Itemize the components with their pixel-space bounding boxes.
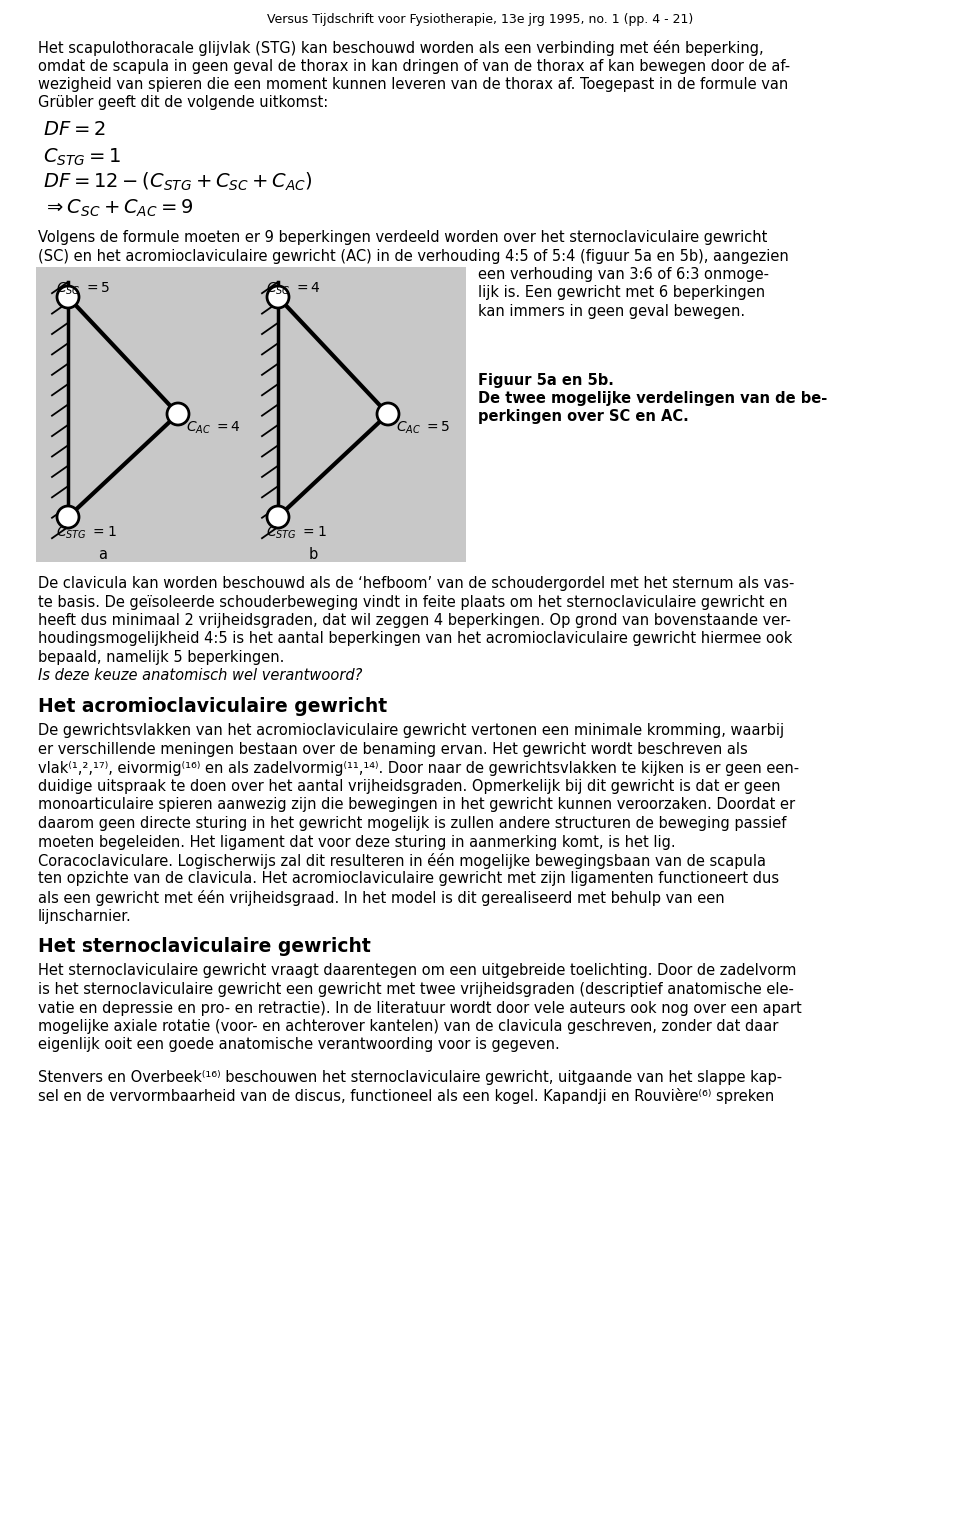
Text: Versus Tijdschrift voor Fysiotherapie, 13e jrg 1995, no. 1 (pp. 4 - 21): Versus Tijdschrift voor Fysiotherapie, 1…	[267, 14, 693, 26]
Circle shape	[57, 506, 79, 528]
Text: wezigheid van spieren die een moment kunnen leveren van de thorax af. Toegepast : wezigheid van spieren die een moment kun…	[38, 76, 788, 92]
Text: duidige uitspraak te doen over het aantal vrijheidsgraden. Opmerkelijk bij dit g: duidige uitspraak te doen over het aanta…	[38, 778, 780, 794]
Text: eigenlijk ooit een goede anatomische verantwoording voor is gegeven.: eigenlijk ooit een goede anatomische ver…	[38, 1038, 560, 1052]
Text: De gewrichtsvlakken van het acromioclaviculaire gewricht vertonen een minimale k: De gewrichtsvlakken van het acromioclavi…	[38, 723, 784, 739]
Circle shape	[57, 286, 79, 307]
Text: De twee mogelijke verdelingen van de be-: De twee mogelijke verdelingen van de be-	[478, 391, 828, 407]
Text: De clavicula kan worden beschouwd als de ‘hefboom’ van de schoudergordel met het: De clavicula kan worden beschouwd als de…	[38, 576, 794, 592]
Text: Het sternoclaviculaire gewricht: Het sternoclaviculaire gewricht	[38, 937, 371, 956]
Circle shape	[377, 404, 399, 425]
Text: monoarticulaire spieren aanwezig zijn die bewegingen in het gewricht kunnen vero: monoarticulaire spieren aanwezig zijn di…	[38, 798, 795, 812]
Text: $\mathit{DF} = 12 - \left(\mathit{C}_{\mathit{STG}} + \mathit{C}_{\mathit{SC}} +: $\mathit{DF} = 12 - \left(\mathit{C}_{\m…	[43, 171, 313, 193]
Text: omdat de scapula in geen geval de thorax in kan dringen of van de thorax af kan : omdat de scapula in geen geval de thorax…	[38, 58, 790, 73]
Text: (SC) en het acromioclaviculaire gewricht (AC) in de verhouding 4:5 of 5:4 (figuu: (SC) en het acromioclaviculaire gewricht…	[38, 249, 789, 263]
Text: lijnscharnier.: lijnscharnier.	[38, 908, 132, 924]
Text: lijk is. Een gewricht met 6 beperkingen: lijk is. Een gewricht met 6 beperkingen	[478, 286, 765, 301]
Text: moeten begeleiden. Het ligament dat voor deze sturing in aanmerking komt, is het: moeten begeleiden. Het ligament dat voor…	[38, 835, 676, 850]
Text: een verhouding van 3:6 of 6:3 onmoge-: een verhouding van 3:6 of 6:3 onmoge-	[478, 268, 769, 281]
Text: Grübler geeft dit de volgende uitkomst:: Grübler geeft dit de volgende uitkomst:	[38, 95, 328, 110]
Text: $C_{AC}$ $= 4$: $C_{AC}$ $= 4$	[186, 420, 241, 436]
Text: $C_{STG}$ $= 1$: $C_{STG}$ $= 1$	[56, 524, 117, 541]
Text: ten opzichte van de clavicula. Het acromioclaviculaire gewricht met zijn ligamen: ten opzichte van de clavicula. Het acrom…	[38, 872, 780, 887]
Bar	[36, 268, 466, 563]
Text: $C_{AC}$ $= 5$: $C_{AC}$ $= 5$	[396, 420, 450, 436]
Text: als een gewricht met één vrijheidsgraad. In het model is dit gerealiseerd met be: als een gewricht met één vrijheidsgraad.…	[38, 890, 725, 907]
Text: Is deze keuze anatomisch wel verantwoord?: Is deze keuze anatomisch wel verantwoord…	[38, 668, 362, 683]
Text: Figuur 5a en 5b.: Figuur 5a en 5b.	[478, 373, 613, 387]
Circle shape	[267, 286, 289, 307]
Text: heeft dus minimaal 2 vrijheidsgraden, dat wil zeggen 4 beperkingen. Op grond van: heeft dus minimaal 2 vrijheidsgraden, da…	[38, 613, 791, 628]
Text: $\mathit{C}_{\mathit{STG}} = 1$: $\mathit{C}_{\mathit{STG}} = 1$	[43, 147, 121, 168]
Text: a: a	[99, 547, 108, 563]
Text: $C_{SC}$ $= 4$: $C_{SC}$ $= 4$	[266, 281, 321, 298]
Text: Het acromioclaviculaire gewricht: Het acromioclaviculaire gewricht	[38, 697, 387, 716]
Text: houdingsmogelijkheid 4:5 is het aantal beperkingen van het acromioclaviculaire g: houdingsmogelijkheid 4:5 is het aantal b…	[38, 631, 792, 647]
Text: sel en de vervormbaarheid van de discus, functioneel als een kogel. Kapandji en : sel en de vervormbaarheid van de discus,…	[38, 1089, 775, 1104]
Text: bepaald, namelijk 5 beperkingen.: bepaald, namelijk 5 beperkingen.	[38, 650, 284, 665]
Text: $C_{SC}$ $= 5$: $C_{SC}$ $= 5$	[56, 281, 110, 298]
Text: $C_{STG}$ $= 1$: $C_{STG}$ $= 1$	[266, 524, 326, 541]
Circle shape	[267, 506, 289, 528]
Text: perkingen over SC en AC.: perkingen over SC en AC.	[478, 410, 688, 425]
Text: $\Rightarrow \mathit{C}_{\mathit{SC}} + \mathit{C}_{\mathit{AC}} = 9$: $\Rightarrow \mathit{C}_{\mathit{SC}} + …	[43, 197, 193, 219]
Text: Het scapulothoracale glijvlak (STG) kan beschouwd worden als een verbinding met : Het scapulothoracale glijvlak (STG) kan …	[38, 40, 763, 57]
Text: vlak⁽¹,²,¹⁷⁾, eivormig⁽¹⁶⁾ en als zadelvormig⁽¹¹,¹⁴⁾. Door naar de gewrichtsvlak: vlak⁽¹,²,¹⁷⁾, eivormig⁽¹⁶⁾ en als zadelv…	[38, 760, 799, 775]
Text: Het sternoclaviculaire gewricht vraagt daarentegen om een uitgebreide toelichtin: Het sternoclaviculaire gewricht vraagt d…	[38, 963, 797, 979]
Text: Stenvers en Overbeek⁽¹⁶⁾ beschouwen het sternoclaviculaire gewricht, uitgaande v: Stenvers en Overbeek⁽¹⁶⁾ beschouwen het …	[38, 1070, 782, 1086]
Text: vatie en depressie en pro- en retractie). In de literatuur wordt door vele auteu: vatie en depressie en pro- en retractie)…	[38, 1000, 802, 1015]
Text: b: b	[308, 547, 318, 563]
Text: Volgens de formule moeten er 9 beperkingen verdeeld worden over het sternoclavic: Volgens de formule moeten er 9 beperking…	[38, 229, 767, 245]
Text: mogelijke axiale rotatie (voor- en achterover kantelen) van de clavicula geschre: mogelijke axiale rotatie (voor- en achte…	[38, 1018, 779, 1034]
Text: $\mathit{DF} = 2$: $\mathit{DF} = 2$	[43, 119, 106, 139]
Text: Coracoclaviculare. Logischerwijs zal dit resulteren in één mogelijke bewegingsba: Coracoclaviculare. Logischerwijs zal dit…	[38, 853, 766, 868]
Circle shape	[167, 404, 189, 425]
Text: is het sternoclaviculaire gewricht een gewricht met twee vrijheidsgraden (descri: is het sternoclaviculaire gewricht een g…	[38, 982, 794, 997]
Text: kan immers in geen geval bewegen.: kan immers in geen geval bewegen.	[478, 304, 745, 320]
Text: te basis. De geïsoleerde schouderbeweging vindt in feite plaats om het sternocla: te basis. De geïsoleerde schouderbewegin…	[38, 595, 787, 610]
Text: daarom geen directe sturing in het gewricht mogelijk is zullen andere structuren: daarom geen directe sturing in het gewri…	[38, 816, 786, 830]
Text: er verschillende meningen bestaan over de benaming ervan. Het gewricht wordt bes: er verschillende meningen bestaan over d…	[38, 742, 748, 757]
